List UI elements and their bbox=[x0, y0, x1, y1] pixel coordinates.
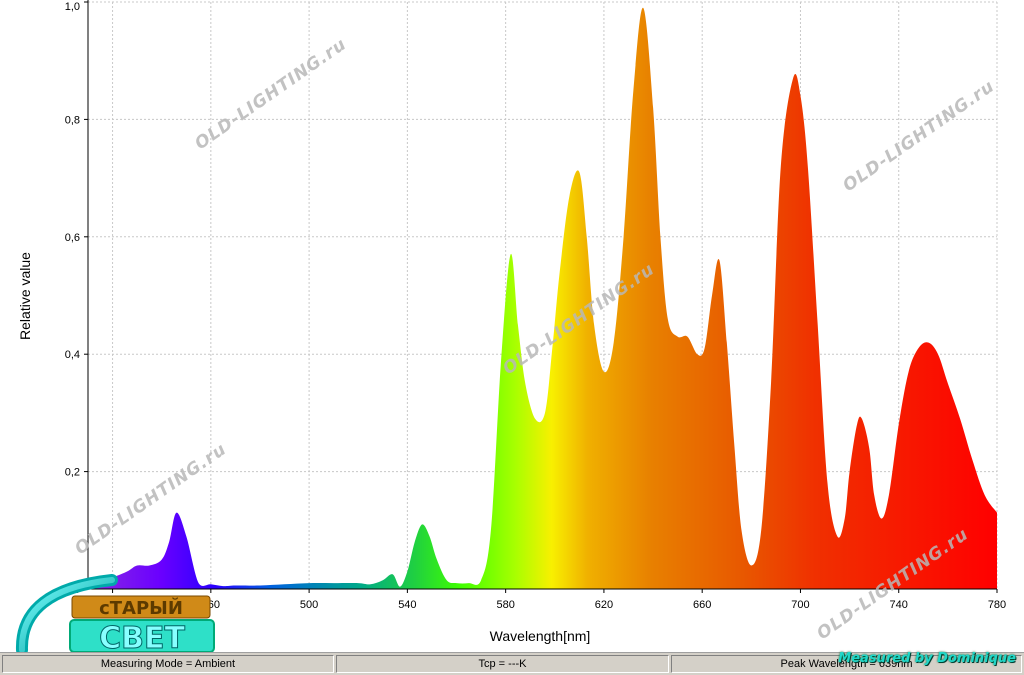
logo-line2: СВЕТ bbox=[99, 621, 185, 652]
y-tick-labels: 00,20,40,60,81,0 bbox=[65, 1, 80, 596]
y-tick-label: 0,8 bbox=[65, 114, 80, 126]
x-tick-label: 540 bbox=[398, 599, 416, 611]
watermark-text: OLD-LIGHTING.ru bbox=[71, 439, 230, 559]
y-tick-label: 0,2 bbox=[65, 467, 80, 479]
x-tick-label: 700 bbox=[791, 599, 809, 611]
x-tick-label: 740 bbox=[890, 599, 908, 611]
x-axis-label: Wavelength[nm] bbox=[490, 628, 591, 644]
watermark-text: OLD-LIGHTING.ru bbox=[839, 76, 998, 196]
y-tick-label: 0,4 bbox=[65, 349, 80, 361]
logo-arc-icon bbox=[18, 577, 115, 652]
watermark-text: OLD-LIGHTING.ru bbox=[191, 34, 350, 154]
credit-text: Measured by Dominique bbox=[838, 651, 1016, 666]
logo-line1: сТАРЫЙ bbox=[99, 597, 183, 619]
x-tick-label: 620 bbox=[595, 599, 613, 611]
y-tick-label: 0,6 bbox=[65, 232, 80, 244]
spectrum-area bbox=[88, 7, 997, 589]
x-tick-label: 660 bbox=[693, 599, 711, 611]
spectrum-chart: 420460500540580620660700740780 00,20,40,… bbox=[15, 0, 1006, 652]
status-bar: Measuring Mode = Ambient Tcp = ---K Peak… bbox=[0, 652, 1024, 675]
y-axis-label: Relative value bbox=[17, 252, 33, 340]
spectrum-fill bbox=[88, 7, 997, 589]
status-measuring-mode: Measuring Mode = Ambient bbox=[2, 655, 334, 673]
x-tick-label: 580 bbox=[496, 599, 514, 611]
y-tick-label: 1,0 bbox=[65, 1, 80, 13]
status-tcp: Tcp = ---K bbox=[336, 655, 669, 673]
logo: сТАРЫЙ СВЕТ bbox=[15, 574, 215, 652]
status-peak-wavelength: Peak Wavelength = 639nm bbox=[671, 655, 1022, 673]
x-tick-label: 780 bbox=[988, 599, 1006, 611]
x-tick-label: 500 bbox=[300, 599, 318, 611]
